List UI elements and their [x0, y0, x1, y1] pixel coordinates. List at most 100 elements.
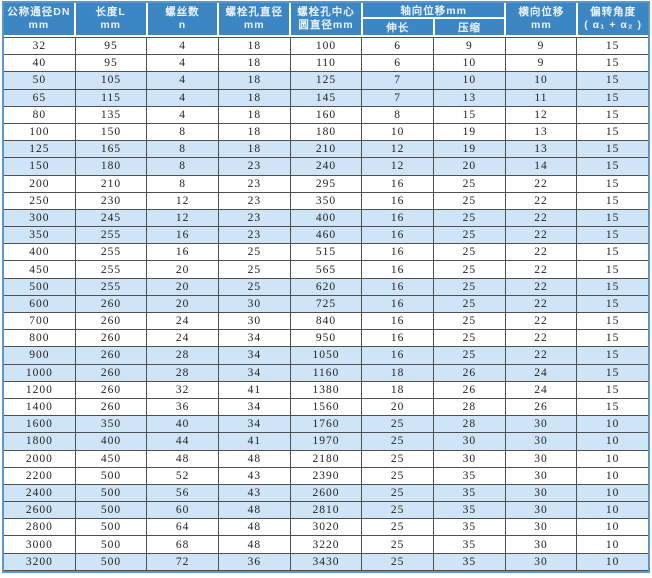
header-lateral-label: 横向位移 [518, 6, 565, 18]
cell: 19 [433, 123, 505, 141]
cell: 300 [4, 209, 75, 227]
cell: 15 [577, 89, 648, 106]
header-dn: 公称通径DN mm [4, 3, 74, 35]
cell: 25 [433, 261, 505, 278]
cell: 400 [290, 209, 362, 227]
cell: 16 [362, 261, 433, 278]
cell: 35 [433, 519, 505, 536]
header-deflection-label: 偏转角度 [590, 6, 637, 18]
cell: 28 [433, 398, 505, 416]
cell: 10 [433, 55, 505, 72]
cell: 125 [290, 72, 362, 89]
cell: 8 [147, 158, 218, 175]
cell: 15 [577, 106, 648, 123]
cell: 500 [75, 467, 147, 484]
cell: 18 [218, 106, 290, 123]
cell: 24 [505, 364, 577, 381]
cell: 460 [290, 227, 362, 244]
table-header-row: 公称通径DN mm 长度L mm 螺丝数 n 螺栓孔直径 mm 螺栓孔中心 圆直… [4, 3, 648, 35]
cell: 30 [218, 313, 290, 330]
cell: 15 [577, 192, 648, 209]
cell: 6 [362, 38, 433, 55]
cell: 25 [433, 278, 505, 295]
header-screw-count-unit: n [178, 19, 187, 31]
cell: 19 [433, 141, 505, 158]
header-dn-unit: mm [28, 19, 50, 31]
cell: 64 [147, 519, 218, 536]
cell: 255 [75, 261, 147, 278]
cell: 800 [4, 330, 75, 347]
cell: 7 [362, 89, 433, 106]
cell: 15 [577, 175, 648, 192]
cell: 15 [433, 106, 505, 123]
cell: 15 [577, 244, 648, 261]
cell: 400 [75, 433, 147, 450]
header-lateral-unit: mm [530, 19, 552, 31]
cell: 180 [290, 123, 362, 141]
cell: 22 [505, 278, 577, 295]
cell: 15 [577, 123, 648, 141]
cell: 100 [290, 38, 362, 55]
cell: 24 [505, 381, 577, 398]
cell: 16 [362, 330, 433, 347]
cell: 2600 [4, 502, 75, 519]
cell: 9 [505, 55, 577, 72]
cell: 30 [505, 467, 577, 484]
cell: 25 [362, 433, 433, 450]
cell: 26 [433, 381, 505, 398]
cell: 515 [290, 244, 362, 261]
cell: 16 [147, 227, 218, 244]
cell: 10 [577, 519, 648, 536]
cell: 200 [4, 175, 75, 192]
cell: 250 [4, 192, 75, 209]
cell: 4 [147, 38, 218, 55]
cell: 30 [433, 450, 505, 467]
cell: 15 [577, 313, 648, 330]
cell: 28 [147, 364, 218, 381]
cell: 255 [75, 227, 147, 244]
cell: 25 [218, 278, 290, 295]
cell: 22 [505, 244, 577, 261]
cell: 725 [290, 295, 362, 312]
cell: 12 [147, 209, 218, 227]
cell: 35 [433, 536, 505, 553]
header-axial-displacement-group: 轴向位移mm 伸长 压缩 [362, 3, 505, 35]
cell: 24 [147, 330, 218, 347]
cell: 620 [290, 278, 362, 295]
cell: 350 [4, 227, 75, 244]
cell: 30 [505, 553, 577, 570]
cell: 95 [75, 55, 147, 72]
cell: 260 [75, 398, 147, 416]
cell: 16 [362, 175, 433, 192]
cell: 22 [505, 175, 577, 192]
cell: 22 [505, 313, 577, 330]
cell: 25 [433, 330, 505, 347]
cell: 500 [75, 484, 147, 502]
cell: 20 [147, 261, 218, 278]
cell: 25 [433, 227, 505, 244]
cell: 25 [362, 416, 433, 433]
cell: 35 [433, 484, 505, 502]
header-elongation: 伸长 [362, 19, 433, 35]
header-axial-subcolumns: 伸长 压缩 [362, 19, 505, 35]
cell: 25 [433, 313, 505, 330]
cell: 18 [218, 72, 290, 89]
cell: 23 [218, 158, 290, 175]
cell: 23 [218, 227, 290, 244]
cell: 44 [147, 433, 218, 450]
cell: 32 [4, 38, 75, 55]
cell: 25 [362, 467, 433, 484]
cell: 100 [4, 123, 75, 141]
cell: 25 [362, 484, 433, 502]
cell: 565 [290, 261, 362, 278]
cell: 16 [362, 244, 433, 261]
cell: 15 [577, 141, 648, 158]
header-bolt-hole-unit: mm [243, 19, 265, 31]
cell: 15 [577, 209, 648, 227]
cell: 18 [218, 55, 290, 72]
header-deflection-unit: ( α₁ + α₂ ) [584, 19, 642, 31]
cell: 15 [577, 330, 648, 347]
cell: 1160 [290, 364, 362, 381]
cell: 15 [577, 398, 648, 416]
cell: 2390 [290, 467, 362, 484]
